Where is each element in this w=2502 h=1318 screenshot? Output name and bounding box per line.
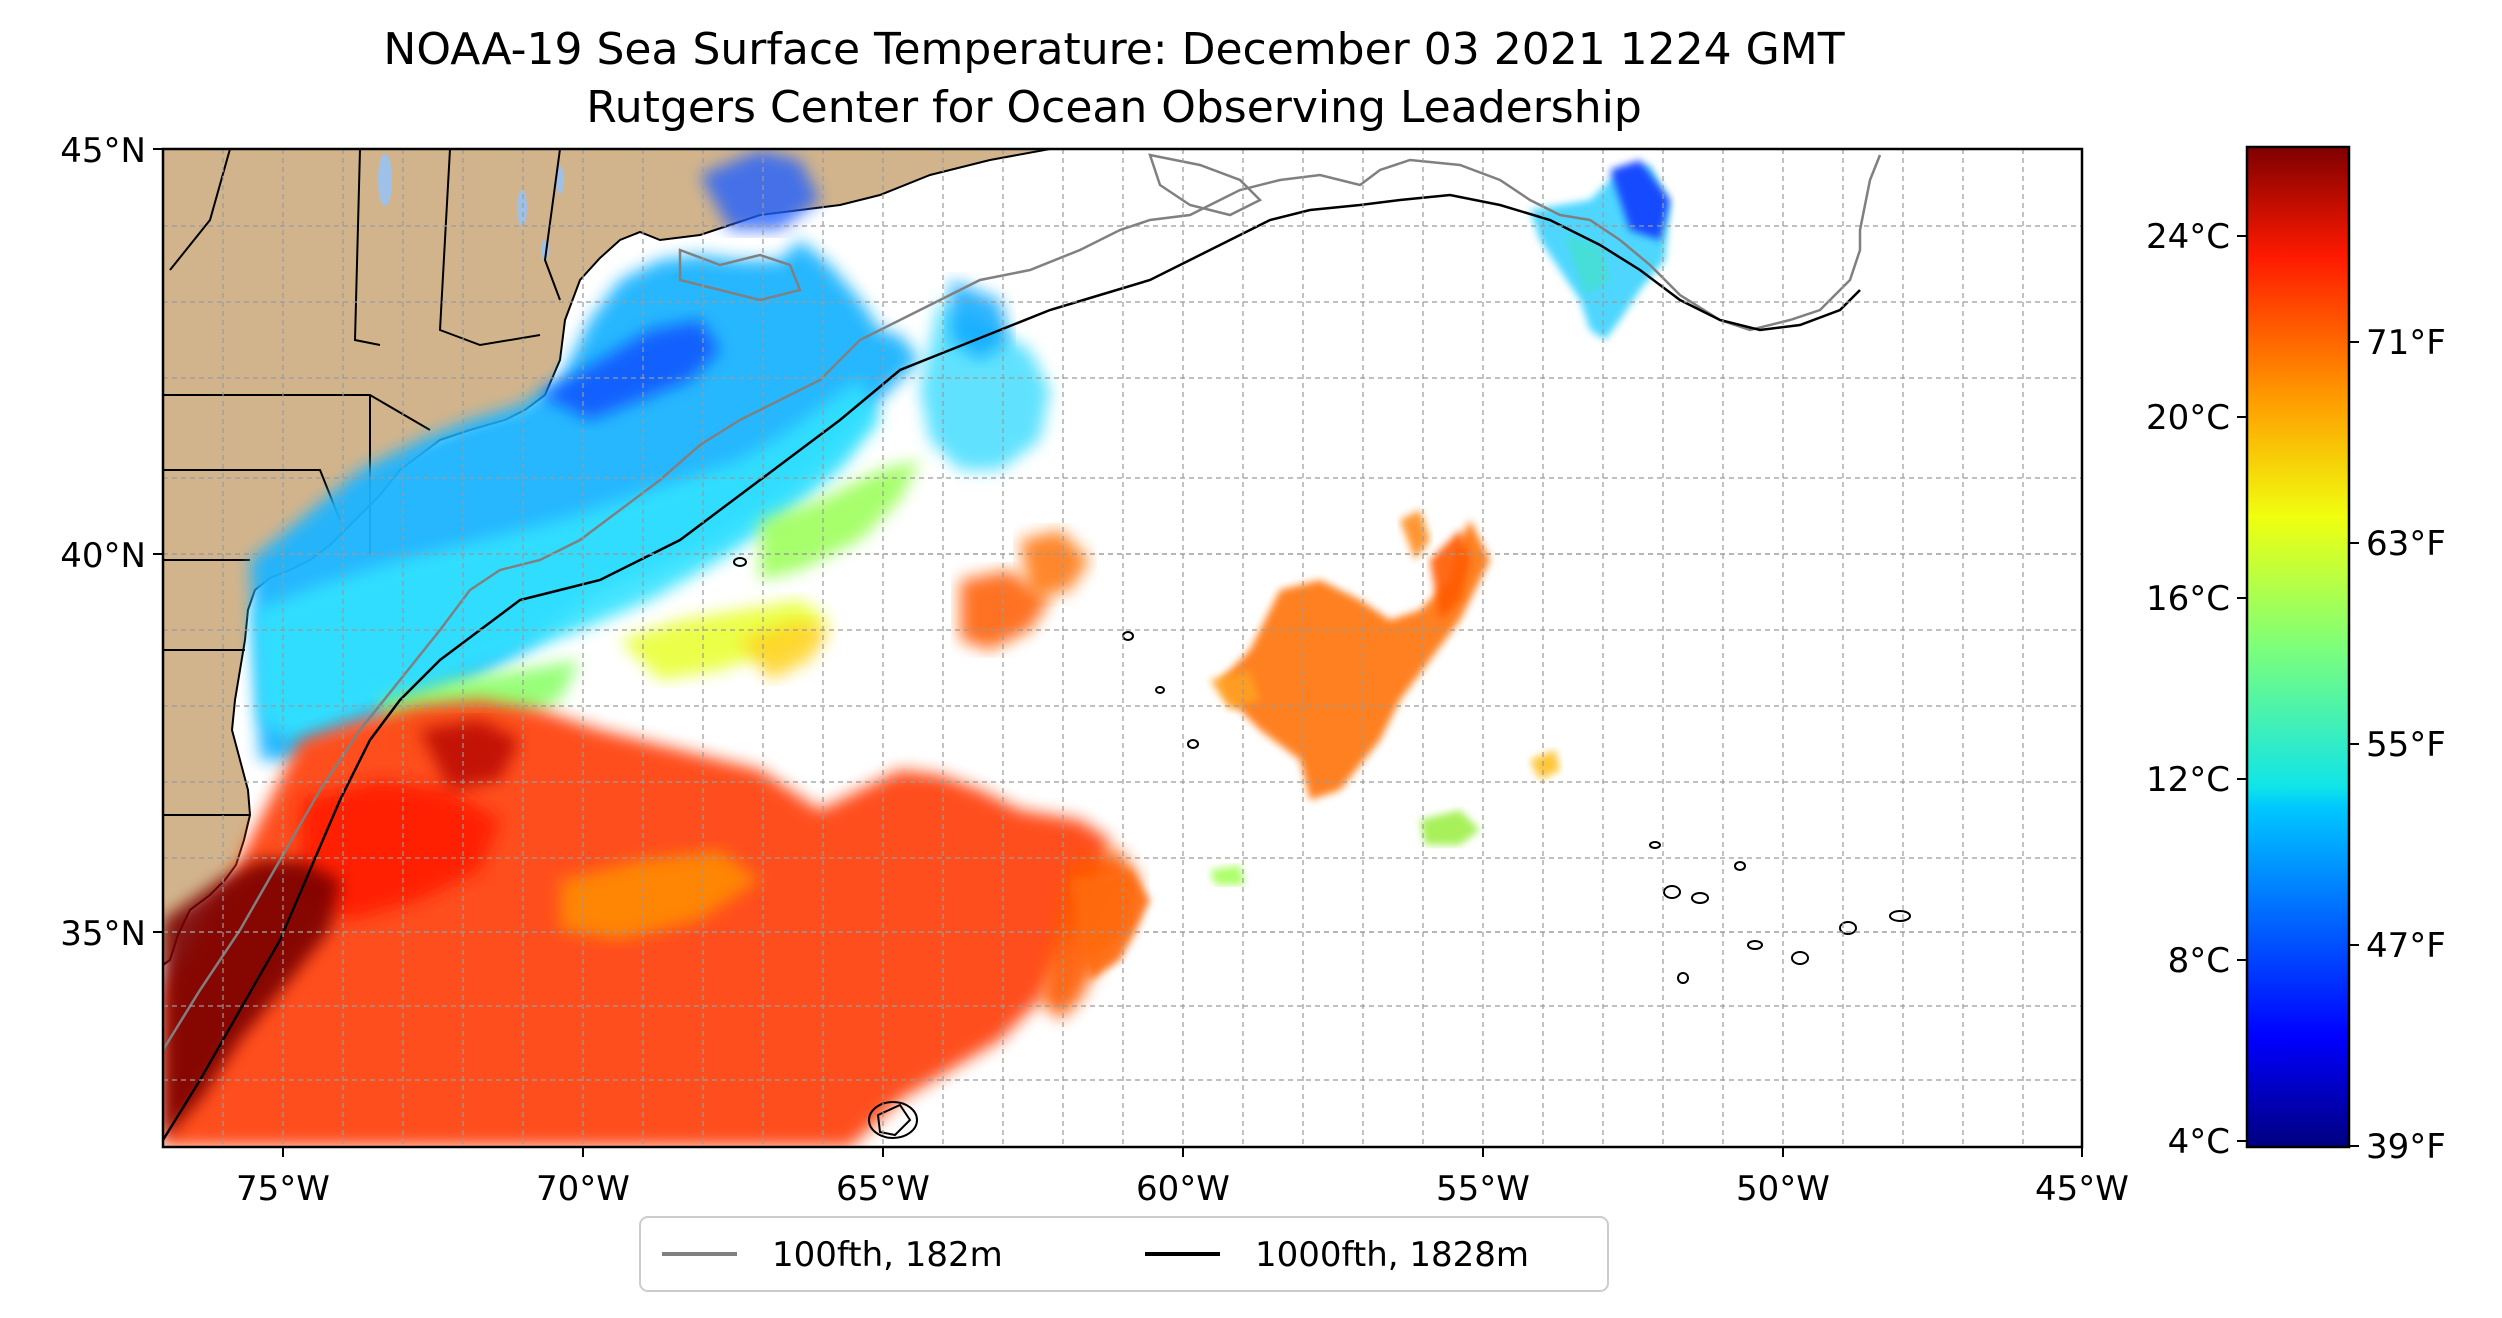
lat-tick-label: 45°N	[60, 131, 146, 171]
colorbar-celsius-label: 4°C	[2168, 1122, 2230, 1162]
colorbar-celsius-label: 16°C	[2146, 579, 2230, 619]
legend-label-100fth: 100fth, 182m	[772, 1235, 1003, 1275]
colorbar-fahrenheit-label: 39°F	[2366, 1127, 2446, 1167]
colorbar-gradient	[2245, 145, 2351, 1149]
map-frame	[161, 147, 2084, 1149]
colorbar-fahrenheit-label: 63°F	[2366, 524, 2446, 564]
lat-tick-label: 40°N	[60, 536, 146, 576]
lon-axis: 75°W 70°W 65°W 60°W 55°W 50°W 45°W	[236, 1147, 2129, 1209]
lon-tick-label: 45°W	[2035, 1169, 2129, 1209]
colorbar-celsius-ticks: 24°C 20°C 16°C 12°C 8°C 4°C	[2146, 217, 2247, 1162]
lon-tick-label: 50°W	[1736, 1169, 1830, 1209]
isobath-1000fth	[163, 193, 1861, 1141]
colorbar-fahrenheit-label: 71°F	[2366, 323, 2446, 363]
colorbar-celsius-label: 12°C	[2146, 760, 2230, 800]
lon-tick-label: 55°W	[1436, 1169, 1530, 1209]
legend: 100fth, 182m 1000fth, 1828m	[639, 1216, 1609, 1292]
seamount-contours	[733, 557, 1911, 1139]
map-panel	[163, 149, 2082, 1147]
title-line-2: Rutgers Center for Ocean Observing Leade…	[586, 82, 1642, 133]
isobath-100fth	[163, 153, 1882, 1051]
lat-tick-label: 35°N	[60, 914, 146, 954]
lon-tick-label: 60°W	[1136, 1169, 1230, 1209]
colorbar-fahrenheit-label: 47°F	[2366, 926, 2446, 966]
title-line-1: NOAA-19 Sea Surface Temperature: Decembe…	[383, 24, 1844, 75]
colorbar-celsius-label: 20°C	[2146, 398, 2230, 438]
colorbar-fahrenheit-ticks: 71°F 63°F 55°F 47°F 39°F	[2349, 323, 2446, 1167]
gridlines	[163, 149, 2082, 1147]
lon-tick-label: 70°W	[536, 1169, 630, 1209]
lon-tick-label: 75°W	[236, 1169, 330, 1209]
colorbar-fahrenheit-label: 55°F	[2366, 725, 2446, 765]
lat-axis: 45°N 40°N 35°N	[60, 131, 163, 954]
legend-box	[639, 1216, 1609, 1292]
colorbar: 24°C 20°C 16°C 12°C 8°C 4°C 71°F 63°F 55…	[2146, 145, 2446, 1167]
colorbar-celsius-label: 24°C	[2146, 217, 2230, 257]
lon-tick-label: 65°W	[836, 1169, 930, 1209]
legend-label-1000fth: 1000fth, 1828m	[1255, 1235, 1529, 1275]
colorbar-celsius-label: 8°C	[2168, 941, 2230, 981]
